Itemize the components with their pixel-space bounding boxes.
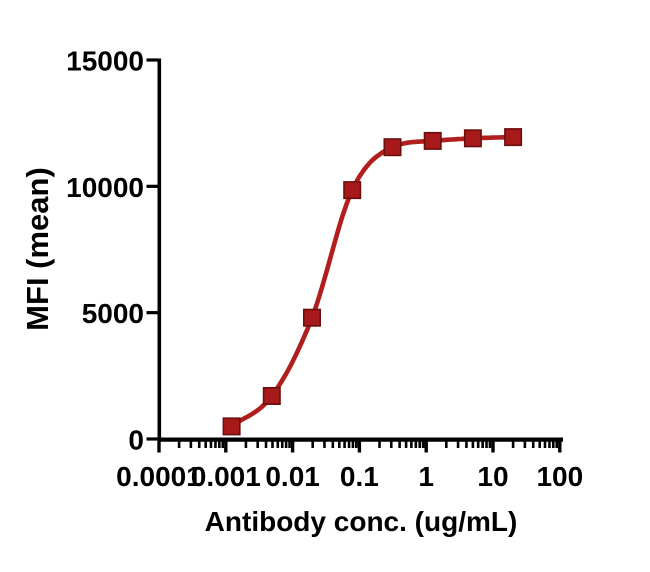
fit-curve bbox=[229, 134, 516, 429]
data-point-marker bbox=[463, 129, 482, 148]
x-axis-ticks bbox=[157, 441, 562, 453]
x-tick-label: 0.01 bbox=[265, 461, 320, 492]
x-tick-label: 1 bbox=[418, 461, 434, 492]
y-axis-title: MFI (mean) bbox=[20, 167, 55, 331]
data-point-marker bbox=[343, 181, 362, 200]
y-tick-label: 5000 bbox=[82, 298, 144, 329]
y-tick-label: 15000 bbox=[66, 46, 144, 77]
x-axis-title: Antibody conc. (ug/mL) bbox=[205, 506, 518, 537]
y-axis-tick-labels: 0 5000 10000 15000 bbox=[66, 46, 144, 456]
data-point-marker bbox=[423, 131, 442, 150]
axis-lines bbox=[157, 58, 563, 442]
x-tick-label: 0.0001 bbox=[116, 461, 202, 492]
x-tick-label: 100 bbox=[536, 461, 583, 492]
data-point-marker bbox=[262, 386, 281, 405]
data-point-marker bbox=[222, 417, 241, 436]
data-point-marker bbox=[302, 308, 321, 327]
x-tick-label: 10 bbox=[477, 461, 508, 492]
data-series bbox=[222, 128, 523, 436]
data-point-marker bbox=[383, 138, 402, 157]
x-tick-label: 0.1 bbox=[340, 461, 379, 492]
x-tick-label: 0.001 bbox=[191, 461, 261, 492]
y-tick-label: 0 bbox=[128, 425, 144, 456]
y-tick-label: 10000 bbox=[66, 172, 144, 203]
data-point-marker bbox=[504, 128, 523, 147]
y-axis-ticks bbox=[146, 58, 158, 441]
